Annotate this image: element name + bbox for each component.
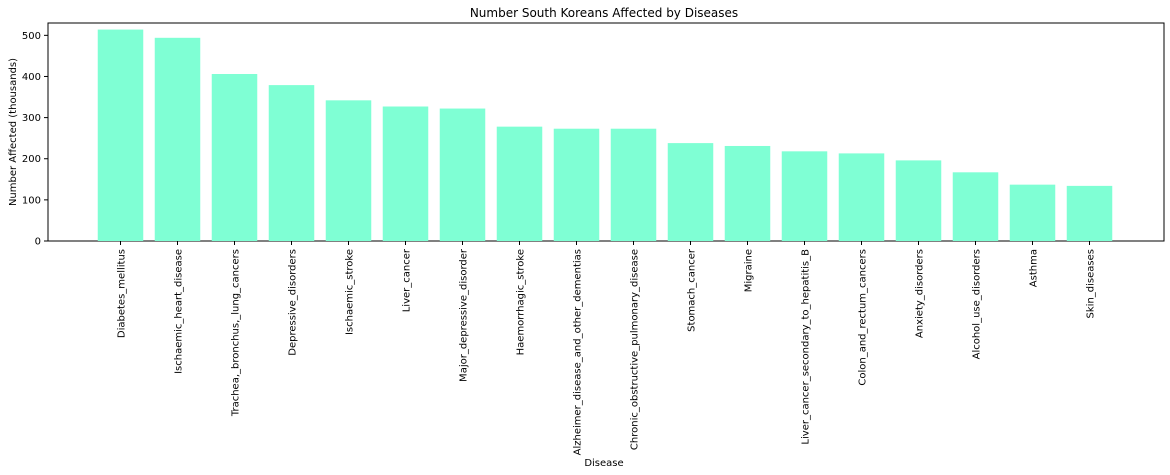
x-tick-label: Alcohol_use_disorders (972, 249, 983, 359)
bar-colon-and-rectum-cancers (838, 153, 885, 241)
bar-major-depressive-disorder (439, 108, 486, 241)
y-axis-ticks: 0 100 200 300 400 500 (22, 31, 48, 248)
bar-trachea-bronchus-lung-cancers (211, 74, 258, 241)
y-tick-label: 400 (22, 72, 41, 83)
x-tick-label: Alzheimer_disease_and_other_dementias (573, 249, 584, 455)
bar-depressive-disorders (268, 85, 315, 241)
bar-liver-cancer-secondary-to-hepatitis-b (781, 151, 828, 241)
bar-anxiety-disorders (895, 160, 942, 241)
x-tick-label: Anxiety_disorders (915, 249, 926, 338)
bar-chronic-obstructive-pulmonary-disease (610, 128, 657, 241)
bar-asthma (1009, 184, 1056, 241)
x-tick-label: Migraine (744, 249, 755, 292)
x-axis-label: Disease (584, 458, 623, 469)
x-tick-label: Stomach_cancer (687, 248, 698, 332)
x-tick-label: Ischaemic_heart_disease (174, 249, 185, 374)
bar-migraine (724, 145, 771, 241)
bar-ischaemic-stroke (325, 100, 372, 241)
y-axis-label: Number Affected (thousands) (8, 58, 19, 206)
plot-frame (47, 22, 1165, 242)
x-tick-label: Diabetes_mellitus (117, 249, 128, 338)
chart-title: Number South Koreans Affected by Disease… (470, 6, 738, 20)
y-tick-label: 200 (22, 154, 41, 165)
x-tick-label: Trachea,_bronchus,_lung_cancers (231, 249, 242, 417)
y-tick-label: 0 (35, 237, 41, 248)
x-tick-label: Colon_and_rectum_cancers (858, 249, 869, 386)
x-tick-label: Chronic_obstructive_pulmonary_disease (630, 249, 641, 450)
x-tick-label: Skin_diseases (1086, 249, 1097, 318)
bar-stomach-cancer (667, 143, 714, 241)
x-tick-label: Asthma (1029, 249, 1040, 287)
x-tick-label: Ischaemic_stroke (345, 249, 356, 335)
bar-haemorrhagic-stroke (496, 126, 543, 241)
x-tick-label: Depressive_disorders (288, 249, 299, 356)
y-tick-label: 100 (22, 195, 41, 206)
x-tick-label: Liver_cancer (402, 248, 413, 312)
bars-group (97, 29, 1113, 242)
bar-ischaemic-heart-disease (154, 37, 201, 242)
x-axis-ticks: Diabetes_mellitus Ischaemic_heart_disease… (117, 241, 1097, 455)
y-tick-label: 500 (22, 31, 41, 42)
x-tick-label: Major_depressive_disorder (459, 248, 470, 382)
plot-area: Diabetes_mellitus Ischaemic_heart_disease… (22, 22, 1165, 455)
bar-alcohol-use-disorders (952, 172, 999, 241)
x-tick-label: Haemorrhagic_stroke (516, 249, 527, 355)
y-tick-label: 300 (22, 113, 41, 124)
x-tick-label: Liver_cancer_secondary_to_hepatitis_B (801, 249, 812, 445)
bar-skin-diseases (1066, 185, 1113, 241)
bar-alzheimer-disease-and-other-dementias (553, 128, 600, 241)
bar-liver-cancer (382, 106, 429, 241)
bar-diabetes-mellitus (97, 29, 144, 241)
